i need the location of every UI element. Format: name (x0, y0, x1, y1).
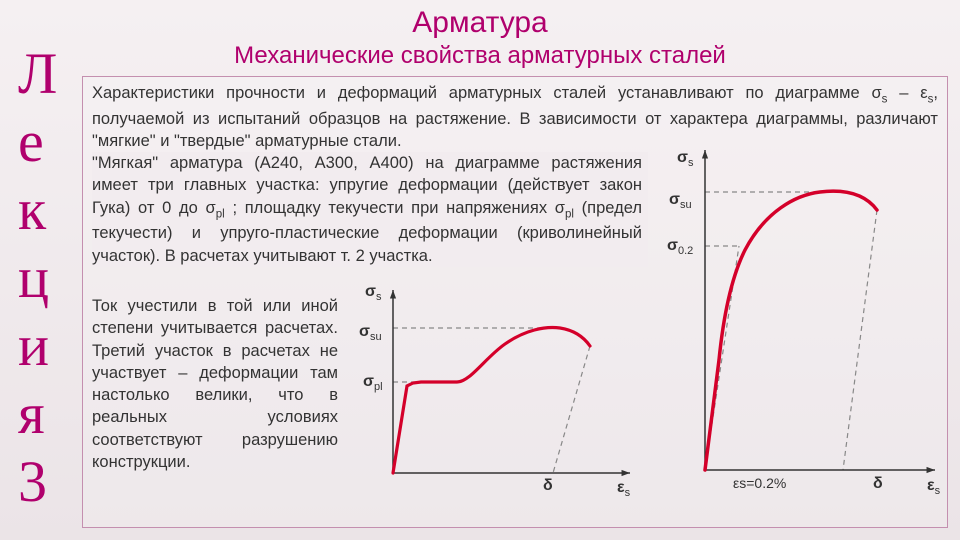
sidebar-letter-1: е (18, 108, 44, 175)
stress-strain-chart-soft: σs σsu σpl δ εs (345, 278, 645, 503)
svg-text:σ0.2: σ0.2 (667, 237, 693, 257)
sidebar-letter-4: и (18, 312, 49, 379)
svg-text:σpl: σpl (363, 373, 383, 393)
sidebar-letter-2: к (18, 176, 46, 243)
svg-text:εs=0.2%: εs=0.2% (733, 475, 786, 491)
svg-text:δ: δ (543, 477, 553, 494)
svg-text:εs: εs (927, 477, 941, 497)
sidebar-letter-5: я (18, 380, 45, 447)
svg-text:εs: εs (617, 479, 631, 499)
sidebar-letter-0: Л (18, 40, 57, 107)
page-subtitle: Механические свойства арматурных сталей (0, 42, 960, 70)
sidebar-letter-3: ц (18, 244, 49, 311)
sidebar-letter-6: 3 (18, 448, 47, 515)
paragraph-2: "Мягкая" арматура (А240, А300, А400) на … (92, 152, 648, 267)
svg-text:σs: σs (677, 149, 694, 169)
svg-text:σs: σs (365, 283, 382, 303)
paragraph-3: Ток учестили в той или иной степени учит… (92, 295, 338, 473)
stress-strain-chart-hard: σs σsu σ0.2 δ εs εs=0.2% (655, 140, 950, 505)
svg-text:σsu: σsu (669, 191, 692, 211)
svg-text:σsu: σsu (359, 323, 382, 343)
svg-text:δ: δ (873, 475, 883, 492)
page-title: Арматура (0, 6, 960, 40)
